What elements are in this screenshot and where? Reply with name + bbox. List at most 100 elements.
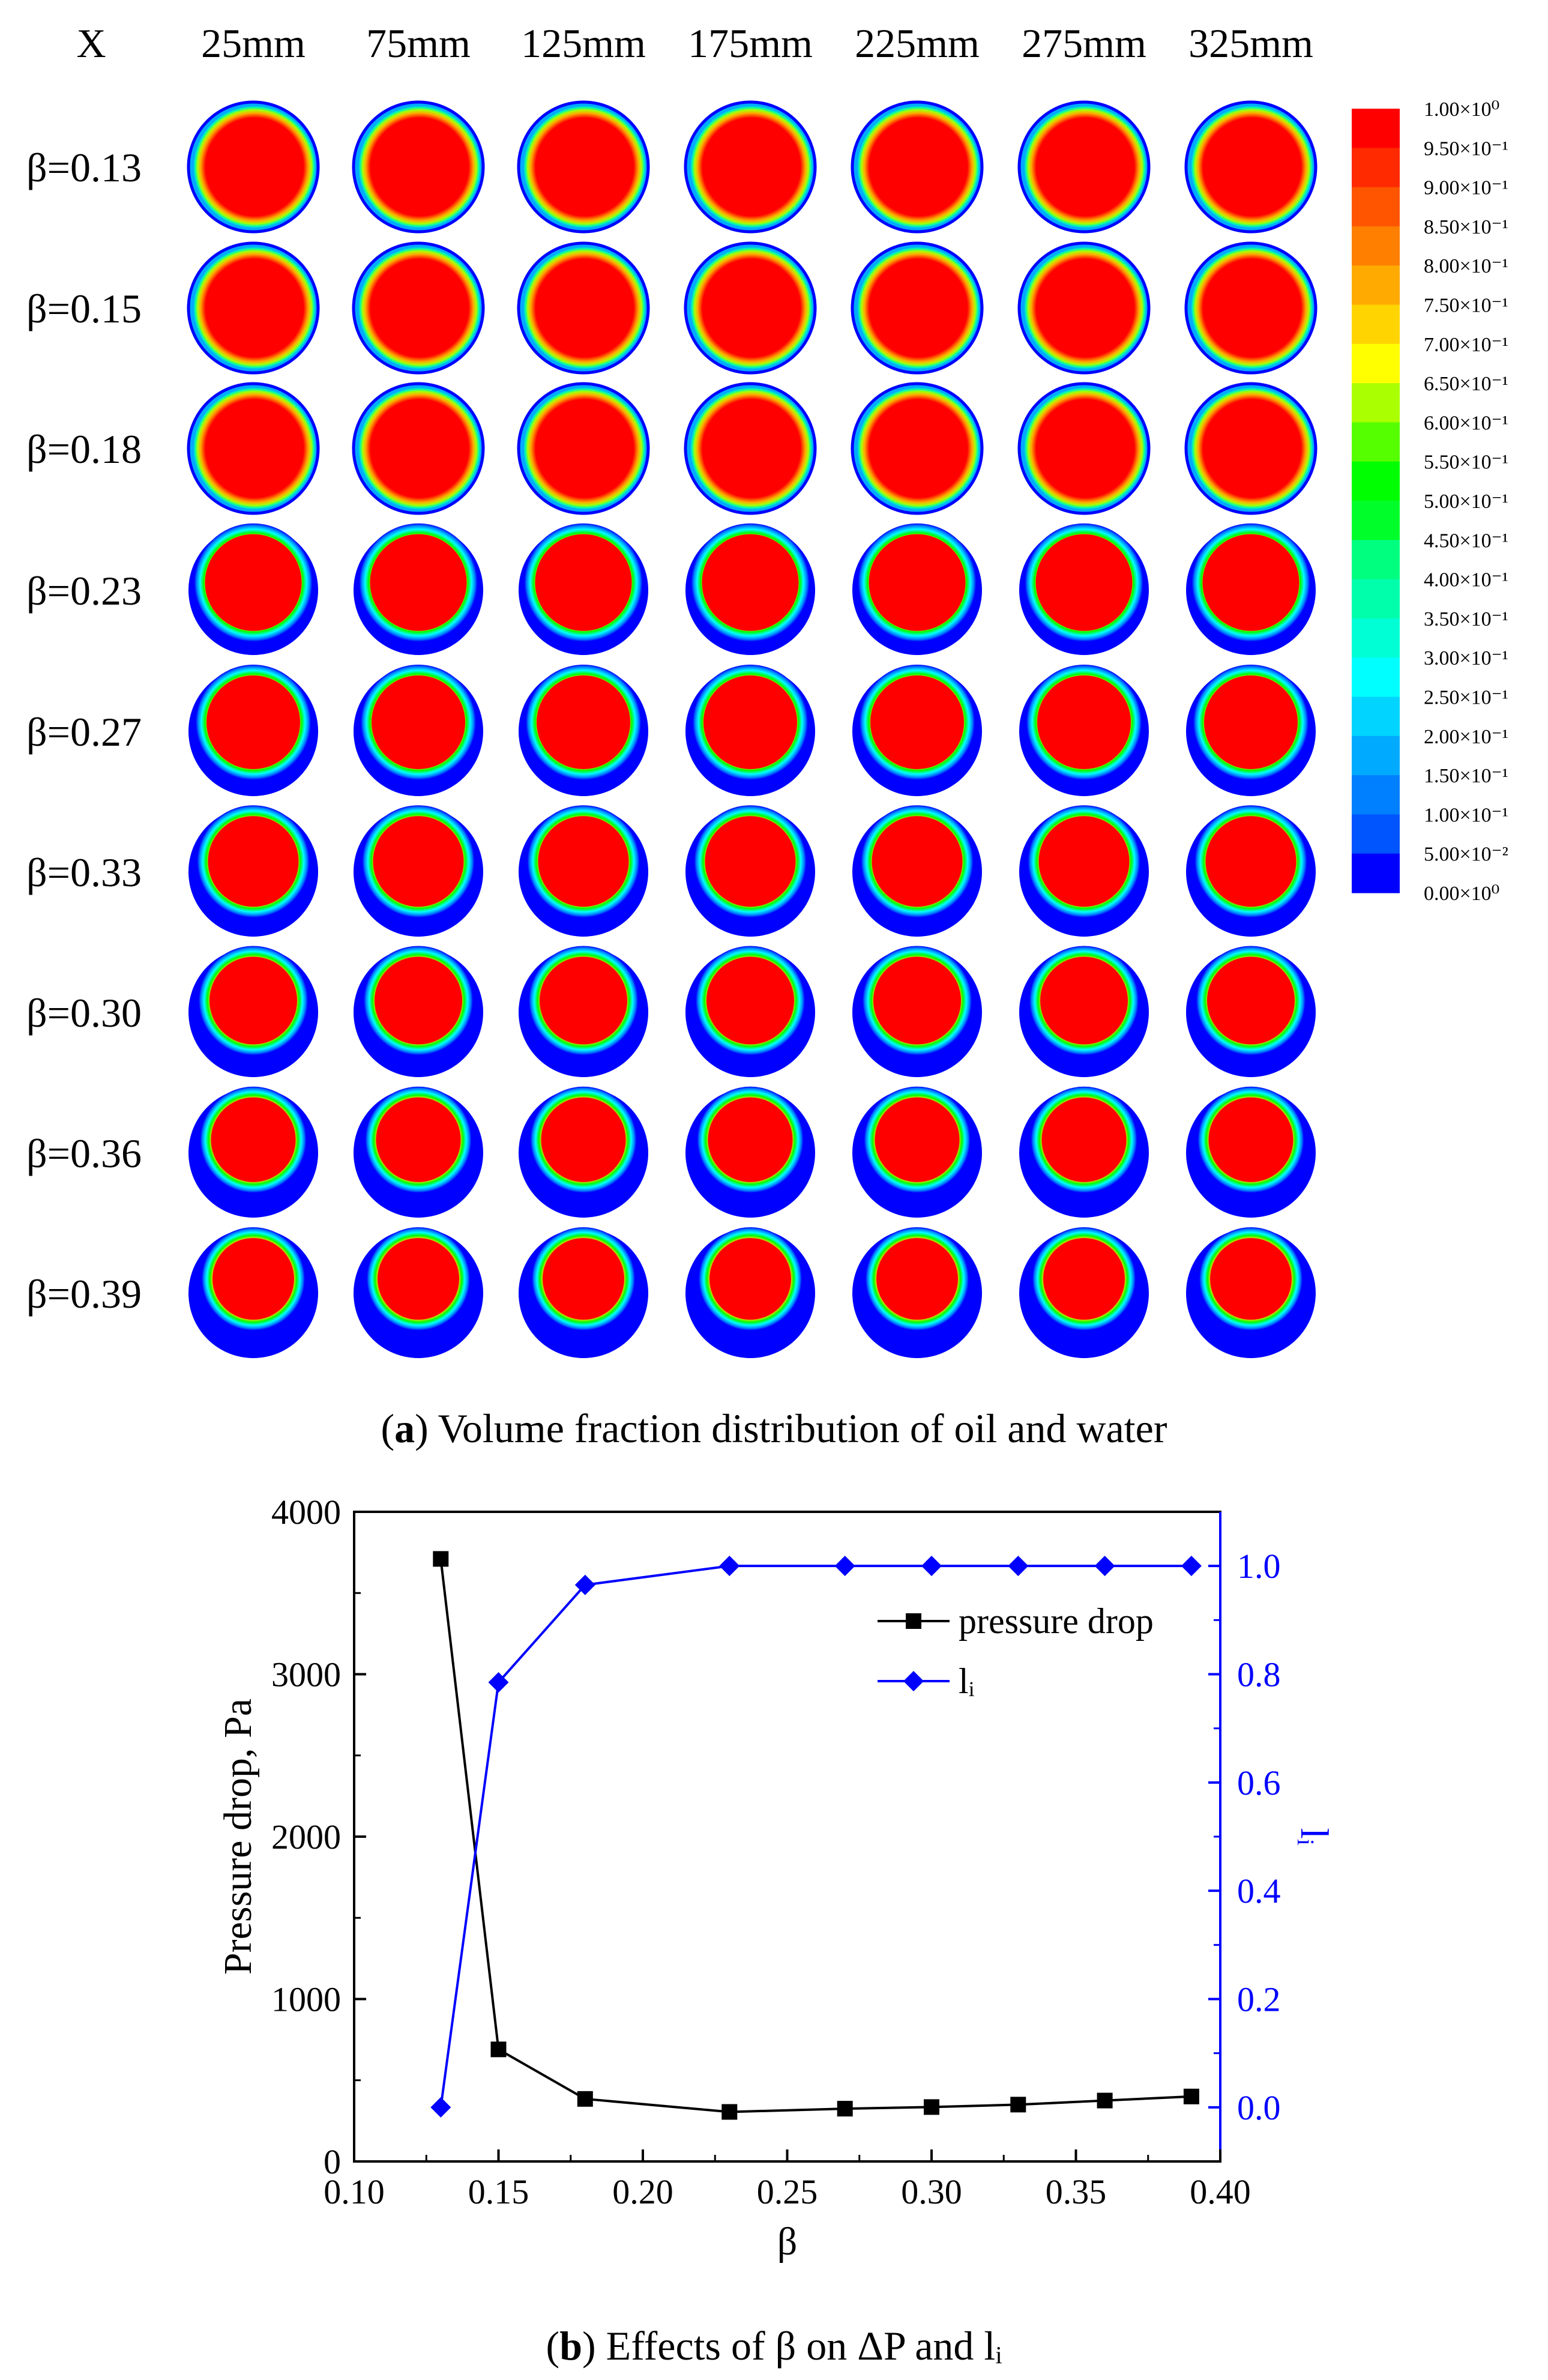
colorbar-label: 1.00×10⁰	[1424, 98, 1499, 121]
contour-cell	[852, 946, 982, 1077]
pressure-point	[924, 2099, 939, 2115]
chart-legend: pressure drop lᵢ	[878, 1601, 1154, 1701]
series-line-pressure	[439, 1559, 1191, 2113]
colorbar-label: 5.00×10⁻²	[1424, 844, 1508, 866]
contour-cell	[519, 1227, 648, 1358]
contour-cell	[188, 1086, 318, 1218]
contour-cell	[519, 946, 648, 1077]
y2-tick-label: 1.0	[1237, 1547, 1281, 1586]
colorbar-segment	[1352, 187, 1400, 227]
colorbar-segment	[1352, 618, 1400, 658]
pressure-point	[1183, 2088, 1199, 2104]
contour-cell	[1184, 241, 1318, 375]
colorbar-label: 4.50×10⁻¹	[1424, 530, 1508, 552]
li-point	[719, 1556, 740, 1577]
contour-cell	[354, 1227, 483, 1358]
contour-cell	[1184, 100, 1318, 234]
colorbar-segment	[1352, 579, 1400, 619]
y-tick-label: 1000	[271, 1980, 341, 2019]
li-point	[1181, 1556, 1202, 1577]
x-tick-label: 0.30	[901, 2172, 962, 2211]
contour-cell	[852, 1227, 982, 1358]
contour-cell	[352, 241, 485, 375]
row-label: β=0.36	[26, 1131, 142, 1176]
contour-cell	[352, 382, 485, 515]
contour-cell	[1019, 665, 1149, 796]
contour-cell	[852, 1086, 982, 1218]
contour-cell	[1019, 1227, 1149, 1358]
contour-cell	[519, 805, 648, 937]
contour-cell	[354, 805, 483, 937]
y-tick-label: 0	[324, 2142, 341, 2181]
legend-marker	[903, 1671, 924, 1691]
contour-cell	[685, 946, 815, 1077]
contour-cell	[188, 946, 318, 1077]
y-axis-title: Pressure drop, Pa	[216, 1699, 260, 1975]
contour-cell	[187, 382, 320, 515]
y2-tick-label: 0.8	[1237, 1655, 1281, 1694]
contour-cell	[684, 100, 817, 234]
contour-cell	[851, 382, 984, 515]
colorbar-label: 3.50×10⁻¹	[1424, 608, 1508, 630]
li-point	[1094, 1556, 1115, 1577]
li-point	[488, 1672, 509, 1693]
colorbar-segment	[1352, 501, 1400, 540]
contour-cell	[685, 665, 815, 796]
y-tick-label: 4000	[271, 1493, 341, 1532]
colorbar-label: 6.50×10⁻¹	[1424, 373, 1508, 395]
contour-cell	[1186, 946, 1316, 1077]
colorbar-segment	[1352, 853, 1400, 893]
y2-tick-label: 0.2	[1237, 1980, 1281, 2019]
colorbar-segment	[1352, 461, 1400, 501]
contour-cell	[851, 241, 984, 375]
x-axis-label: X	[76, 20, 106, 66]
x-tick-label: 0.10	[324, 2172, 385, 2211]
contour-cell	[517, 100, 650, 234]
colorbar-segment	[1352, 304, 1400, 345]
colorbar-segment	[1352, 265, 1400, 306]
li-point	[574, 1574, 595, 1595]
colorbar-label: 1.00×10⁻¹	[1424, 804, 1508, 826]
colorbar-segment	[1352, 226, 1400, 266]
contour-cell	[354, 665, 483, 796]
colorbar: 1.00×10⁰ 9.50×10⁻¹ 9.00×10⁻¹ 8.50×10⁻¹ 8.00×…	[1352, 98, 1508, 905]
colorbar-segment	[1352, 422, 1400, 462]
caption-a-text: Volume fraction distribution of oil and …	[438, 1406, 1167, 1451]
y2-axis-title: lᵢ	[1292, 1828, 1336, 1845]
row-label: β=0.27	[26, 709, 142, 755]
colorbar-segment	[1352, 109, 1400, 148]
caption-b-text: Effects of β on ΔP and lᵢ	[606, 2323, 1002, 2369]
x-tick-label: 0.25	[757, 2172, 818, 2211]
series-line-li	[439, 1565, 1191, 2108]
row-label: β=0.33	[26, 850, 142, 895]
li-point	[834, 1556, 855, 1577]
contour-cell	[684, 382, 817, 515]
colorbar-segment	[1352, 383, 1400, 423]
li-point	[430, 2097, 451, 2118]
caption-a: (a) Volume fraction distribution of oil …	[381, 1406, 1167, 1451]
contour-cell	[684, 241, 817, 375]
contour-cell	[1017, 100, 1151, 234]
contour-cell	[1186, 1086, 1316, 1218]
pressure-point	[433, 1551, 449, 1567]
colorbar-label: 7.50×10⁻¹	[1424, 295, 1508, 317]
row-labels: β=0.13 β=0.15 β=0.18 β=0.23 β=0.27 β=0.33 β=0.…	[26, 145, 142, 1317]
li-point	[921, 1556, 942, 1577]
contour-cell	[685, 1086, 815, 1218]
column-label: 125mm	[521, 20, 646, 66]
pressure-point	[577, 2091, 593, 2107]
contour-cell	[1019, 1086, 1149, 1218]
y2-tick-label: 0.0	[1237, 2088, 1281, 2127]
colorbar-label: 4.00×10⁻¹	[1424, 569, 1508, 591]
contour-cell	[685, 523, 815, 655]
row-label: β=0.15	[26, 286, 142, 331]
contour-cell	[519, 523, 648, 655]
x-axis-title: β	[777, 2220, 798, 2264]
contour-cell	[685, 1227, 815, 1358]
contour-cell	[188, 523, 318, 655]
contour-cell	[852, 665, 982, 796]
row-label: β=0.18	[26, 426, 142, 472]
li-point	[1008, 1556, 1029, 1577]
pressure-point	[721, 2104, 738, 2120]
contour-cell	[188, 665, 318, 796]
